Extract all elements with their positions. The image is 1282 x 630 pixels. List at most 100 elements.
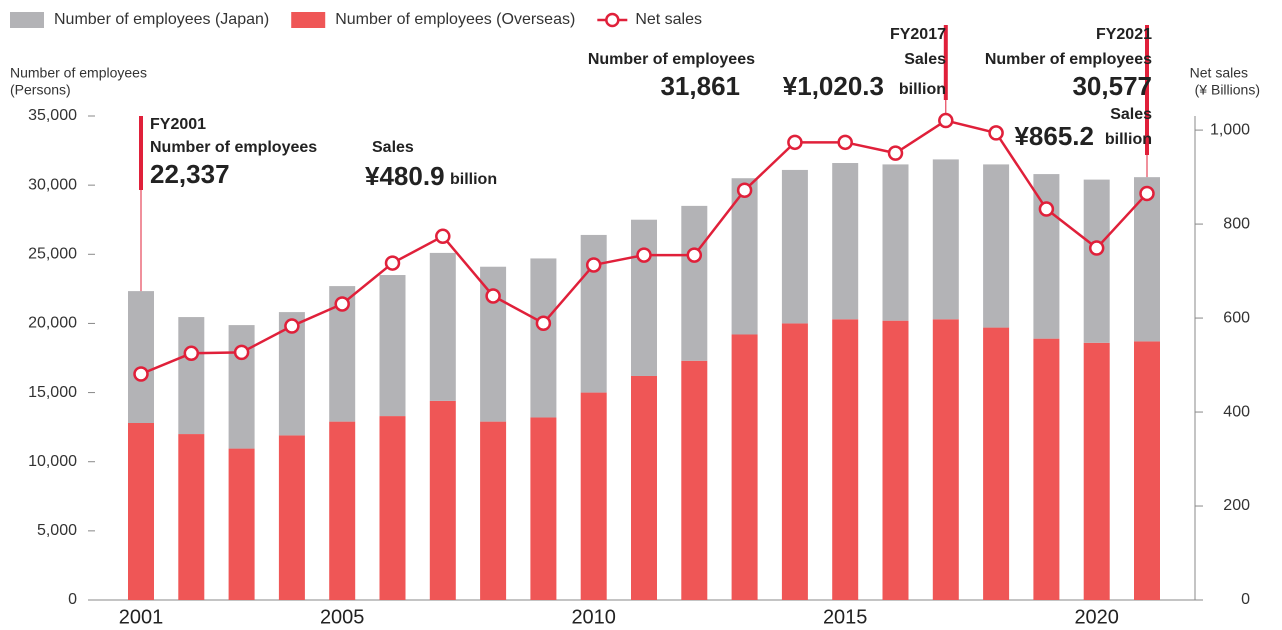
marker [284, 318, 300, 334]
marker [938, 112, 954, 129]
bar [379, 275, 406, 417]
marker [736, 182, 753, 198]
marker [585, 257, 602, 273]
annotation: Sales [372, 139, 414, 156]
bar [429, 400, 456, 600]
bar [228, 325, 255, 449]
legend-swatch [10, 12, 44, 28]
y-tick-label: 35,000 [28, 107, 77, 124]
bar [983, 164, 1010, 328]
annotation: Number of employees [985, 51, 1152, 68]
marker [535, 315, 552, 331]
y-tick-label: 20,000 [28, 315, 77, 332]
bar [781, 323, 808, 600]
marker [435, 228, 451, 245]
annotation: FY2001 [150, 116, 206, 133]
bar [832, 163, 859, 320]
marker [1088, 240, 1105, 256]
bar [781, 169, 808, 324]
bar [1134, 341, 1160, 600]
y-tick-label: 15,000 [28, 384, 77, 401]
bar [882, 164, 909, 321]
bar [429, 252, 456, 401]
marker [837, 134, 853, 151]
y-tick-label: 5,000 [37, 522, 77, 539]
y2-tick-label: 800 [1223, 215, 1250, 232]
bar [178, 317, 205, 435]
bar [1033, 338, 1060, 600]
annotation: Number of employees [588, 51, 755, 68]
bar [1033, 174, 1060, 339]
marker [384, 255, 401, 271]
y2-axis-label: Net sales [1190, 65, 1248, 81]
marker [485, 288, 501, 304]
bar [379, 416, 406, 600]
marker [686, 247, 703, 263]
annotation: FY2021 [1096, 26, 1152, 43]
bar [580, 392, 607, 600]
marker [1038, 201, 1055, 217]
annotation: billion [450, 171, 497, 188]
legend-label: Number of employees (Japan) [54, 11, 269, 28]
bar [278, 435, 305, 600]
marker [233, 344, 250, 361]
bar [731, 334, 758, 600]
annotation: billion [899, 81, 946, 98]
bar [1083, 342, 1110, 600]
marker [183, 345, 200, 362]
y2-tick-label: 600 [1223, 309, 1250, 326]
x-tick-label: 2010 [571, 606, 616, 628]
annotation: Sales [904, 51, 946, 68]
annotation: 22,337 [150, 159, 230, 189]
legend-label: Number of employees (Overseas) [335, 11, 575, 28]
y2-tick-label: 1,000 [1210, 121, 1250, 138]
annotation: FY2017 [890, 26, 946, 43]
bar [932, 159, 959, 320]
x-tick-label: 2020 [1074, 606, 1119, 628]
y2-tick-label: 0 [1241, 591, 1250, 608]
legend-label: Net sales [635, 11, 702, 28]
annotation: ¥480.9 [365, 161, 445, 191]
bar [480, 421, 507, 600]
annotation: billion [1105, 131, 1152, 148]
bar [681, 205, 708, 361]
bar [128, 291, 154, 423]
bar [128, 422, 154, 600]
bar [329, 421, 356, 600]
marker [887, 145, 904, 161]
annotation: Sales [1110, 106, 1152, 123]
bar [832, 319, 859, 600]
annotation: Number of employees [150, 139, 317, 156]
y-tick-label: 25,000 [28, 246, 77, 263]
marker [787, 134, 803, 151]
y-axis-label: Number of employees [10, 65, 147, 81]
bar [228, 448, 255, 600]
y-tick-label: 0 [68, 591, 77, 608]
marker [988, 125, 1004, 141]
marker [636, 247, 652, 263]
bar [932, 319, 959, 600]
annotation: ¥865.2 [1014, 121, 1094, 151]
annotation: 31,861 [660, 71, 740, 101]
bar [178, 434, 205, 600]
y2-tick-label: 400 [1223, 403, 1250, 420]
bar [1083, 179, 1110, 343]
x-tick-label: 2001 [119, 606, 164, 628]
annotation: ¥1,020.3 [783, 71, 884, 101]
y-axis-label: (Persons) [10, 82, 71, 98]
bar [530, 417, 557, 600]
marker [133, 366, 149, 382]
bar [631, 219, 657, 376]
marker [334, 296, 350, 312]
bar [530, 258, 557, 418]
x-tick-label: 2005 [320, 606, 365, 628]
bar [882, 320, 909, 600]
y-tick-label: 30,000 [28, 176, 77, 193]
legend-swatch [605, 12, 620, 28]
bar [631, 375, 657, 600]
legend-swatch [291, 12, 326, 28]
bar [681, 360, 708, 600]
marker [1139, 185, 1155, 202]
bar [731, 178, 758, 335]
